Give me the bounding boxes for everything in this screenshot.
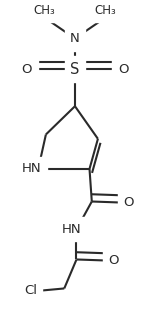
Text: HN: HN (61, 223, 81, 236)
Text: O: O (22, 63, 32, 76)
Text: S: S (70, 62, 80, 77)
Text: Cl: Cl (24, 285, 37, 297)
Text: N: N (70, 32, 80, 45)
Text: O: O (124, 196, 134, 209)
Text: O: O (118, 63, 128, 76)
Text: O: O (108, 254, 119, 267)
Text: HN: HN (22, 162, 41, 175)
Text: CH₃: CH₃ (95, 4, 116, 17)
Text: CH₃: CH₃ (34, 4, 55, 17)
